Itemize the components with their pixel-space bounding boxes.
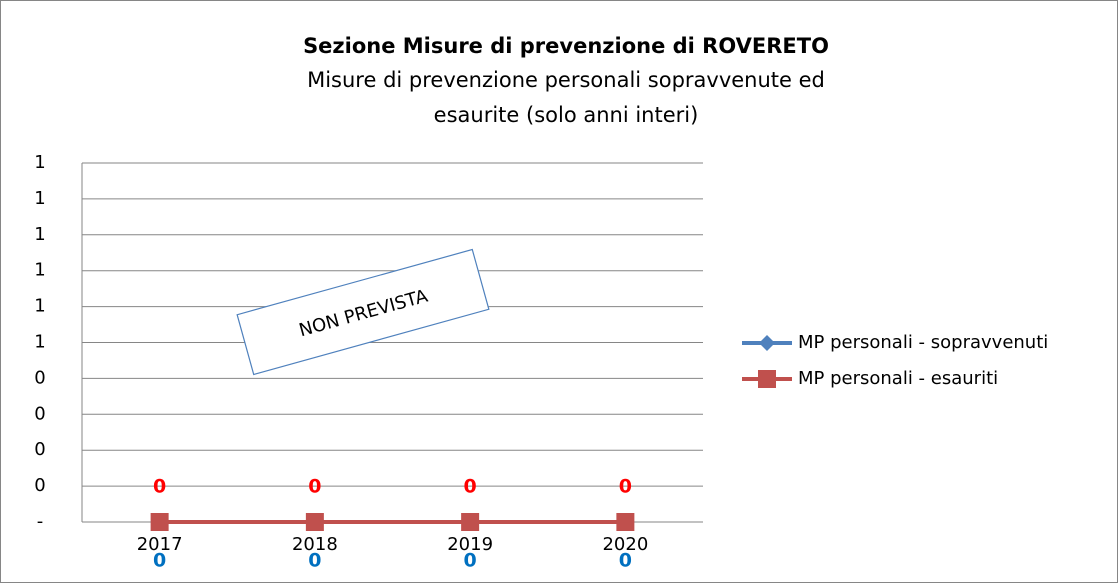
y-tick-label: 0 bbox=[34, 475, 45, 496]
data-label: 0 bbox=[464, 550, 477, 572]
annotation-box bbox=[236, 248, 490, 376]
y-tick-label: 0 bbox=[34, 403, 45, 424]
annotation: NON PREVISTA bbox=[236, 248, 490, 376]
x-tick-label: 2018 bbox=[292, 534, 338, 555]
x-tick-label: 2017 bbox=[137, 534, 183, 555]
marker bbox=[461, 513, 480, 531]
y-tick-label: 1 bbox=[34, 224, 45, 245]
legend-marker bbox=[758, 370, 776, 388]
data-label: 0 bbox=[153, 550, 166, 572]
chart-subtitle: Misure di prevenzione personali sopravve… bbox=[307, 68, 825, 92]
marker bbox=[305, 513, 324, 531]
data-label: 0 bbox=[153, 476, 166, 498]
legend-label: MP personali - esauriti bbox=[798, 368, 998, 389]
x-tick-label: 2020 bbox=[602, 534, 648, 555]
y-tick-label: 1 bbox=[34, 260, 45, 281]
legend-marker bbox=[759, 335, 775, 351]
data-label: 0 bbox=[619, 550, 632, 572]
data-label: 0 bbox=[308, 476, 321, 498]
y-tick-label: 1 bbox=[34, 152, 45, 173]
y-tick-label: 0 bbox=[34, 439, 45, 460]
data-label: 0 bbox=[619, 476, 632, 498]
data-label: 0 bbox=[308, 550, 321, 572]
marker bbox=[616, 513, 635, 531]
y-tick-label: 1 bbox=[34, 296, 45, 317]
y-tick-label: 0 bbox=[34, 367, 45, 388]
y-tick-label: - bbox=[37, 511, 44, 532]
y-tick-label: 1 bbox=[34, 188, 45, 209]
y-tick-label: 1 bbox=[34, 332, 45, 353]
marker bbox=[150, 513, 169, 531]
data-label: 0 bbox=[464, 476, 477, 498]
x-tick-label: 2019 bbox=[447, 534, 493, 555]
chart-title: Sezione Misure di prevenzione di ROVERET… bbox=[303, 34, 829, 58]
chart-subtitle: esaurite (solo anni interi) bbox=[434, 103, 699, 127]
legend-label: MP personali - sopravvenuti bbox=[798, 332, 1048, 353]
